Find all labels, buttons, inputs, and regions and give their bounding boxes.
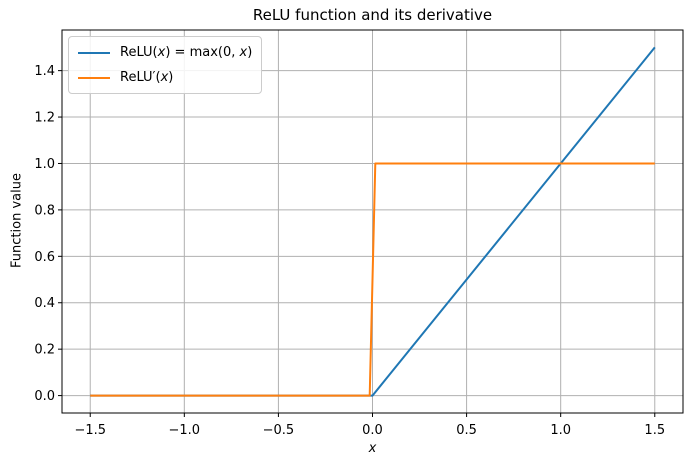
x-tick-label: −1.0 <box>169 423 201 438</box>
x-axis-label: x <box>368 441 377 456</box>
y-tick-label: 0.4 <box>34 296 55 311</box>
legend-line-sample <box>78 76 110 79</box>
x-tick-label: 0.0 <box>362 423 383 438</box>
x-tick-label: 1.0 <box>550 423 571 438</box>
legend-item-0: ReLU(x) = max(0, x) <box>78 42 252 63</box>
y-tick-label: 1.4 <box>34 64 55 79</box>
series-line-1 <box>90 162 655 397</box>
x-tick-label: 0.5 <box>456 423 477 438</box>
y-tick-label: 1.2 <box>34 111 55 126</box>
y-tick-label: 0.6 <box>34 250 55 265</box>
y-tick-label: 1.0 <box>34 157 55 172</box>
x-tick-label: −1.5 <box>74 423 106 438</box>
y-axis-label: Function value <box>9 173 25 268</box>
y-tick-label: 0.2 <box>34 343 55 358</box>
x-tick-label: −0.5 <box>263 423 295 438</box>
legend: ReLU(x) = max(0, x) ReLU′(x) <box>68 36 263 94</box>
legend-label: ReLU(x) = max(0, x) <box>120 45 253 60</box>
legend-label: ReLU′(x) <box>120 70 174 85</box>
legend-item-1: ReLU′(x) <box>78 67 252 88</box>
x-tick-label: 1.5 <box>644 423 665 438</box>
y-tick-label: 0.0 <box>34 389 55 404</box>
chart-title: ReLU function and its derivative <box>252 6 493 24</box>
axes-spines <box>61 29 684 414</box>
y-tick-label: 0.8 <box>34 203 55 218</box>
legend-line-sample <box>78 51 110 54</box>
